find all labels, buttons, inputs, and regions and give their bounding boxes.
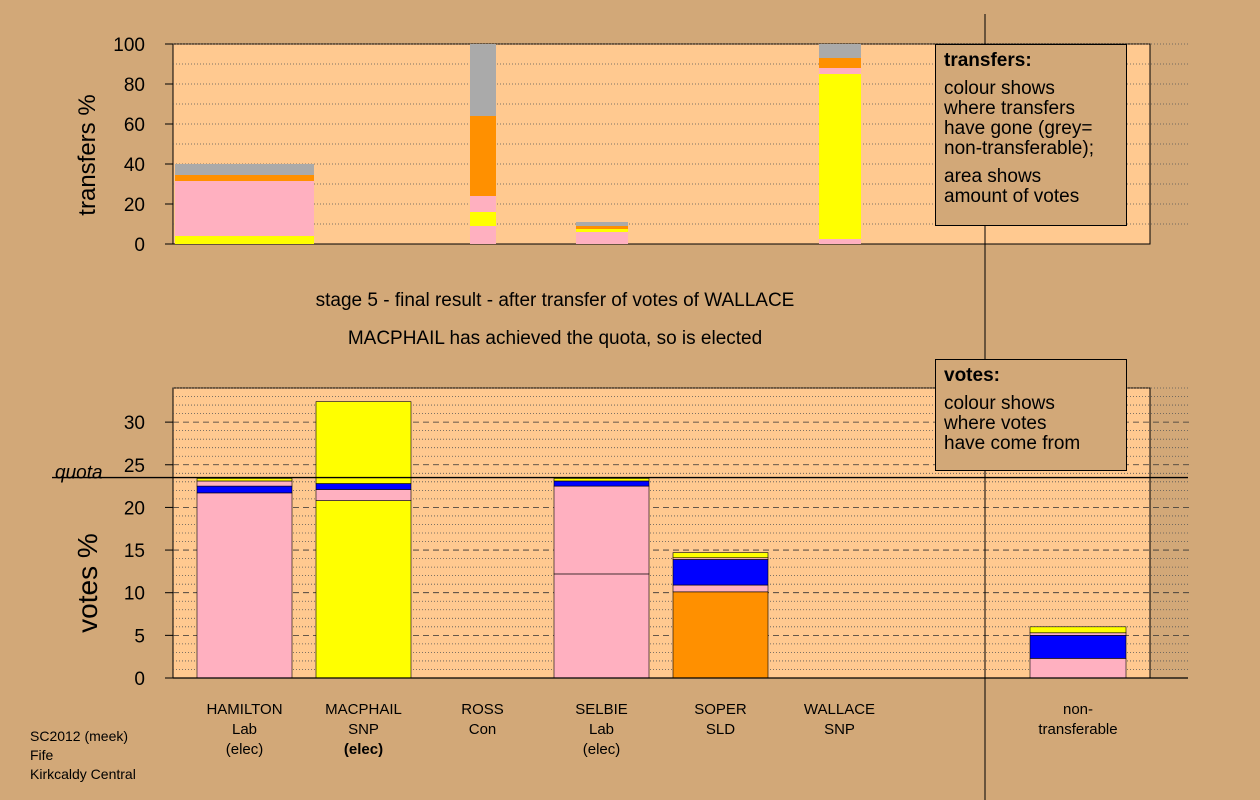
vote-segment-hamilton bbox=[196, 478, 293, 482]
transfer-segment-ross bbox=[470, 196, 496, 212]
candidate-label: SELBIE bbox=[575, 701, 628, 718]
votes-legend: votes: colour shows where votes have com… bbox=[935, 359, 1127, 471]
legend-line: colour shows bbox=[944, 78, 1055, 99]
vote-segment-non-transferable bbox=[1029, 635, 1127, 659]
candidate-label: SNP bbox=[348, 721, 379, 738]
footer-ward: Kirkcaldy Central bbox=[30, 766, 136, 782]
transfer-segment-wallace bbox=[819, 68, 861, 74]
vote-segment-macphail bbox=[315, 483, 412, 490]
candidate-label: ROSS bbox=[461, 701, 504, 718]
footer: SC2012 (meek) Fife Kirkcaldy Central bbox=[30, 727, 136, 784]
transfer-segment-ross bbox=[470, 44, 496, 116]
transfer-segment-selbie bbox=[576, 222, 628, 226]
quota-label: quota bbox=[55, 463, 103, 484]
vote-segment-non-transferable bbox=[1029, 626, 1127, 634]
vote-segment-hamilton bbox=[196, 480, 293, 487]
transfers-tick-label: 40 bbox=[124, 155, 145, 176]
transfer-segment-wallace bbox=[819, 74, 861, 239]
vote-segment-hamilton bbox=[196, 485, 293, 494]
nontransferable-label: non- bbox=[1063, 701, 1093, 718]
transfer-segment-ross bbox=[470, 226, 496, 244]
votes-tick-label: 20 bbox=[124, 498, 145, 519]
vote-segment-soper bbox=[672, 552, 769, 559]
transfer-segment-hamilton bbox=[175, 175, 314, 181]
vote-segment-macphail bbox=[315, 500, 412, 679]
vote-segment-non-transferable bbox=[1029, 632, 1127, 636]
transfer-segment-wallace bbox=[819, 58, 861, 68]
vote-segment-macphail bbox=[315, 401, 412, 484]
legend-line: where votes bbox=[944, 413, 1047, 434]
legend-line: colour shows bbox=[944, 393, 1055, 414]
candidate-label: SLD bbox=[706, 721, 735, 738]
candidate-label: WALLACE bbox=[804, 701, 875, 718]
candidate-label: SNP bbox=[824, 721, 855, 738]
votes-tick-label: 15 bbox=[124, 541, 145, 562]
vote-segment-soper bbox=[672, 584, 769, 593]
transfers-tick-label: 60 bbox=[124, 115, 145, 136]
votes-tick-label: 10 bbox=[124, 584, 145, 605]
transfer-segment-selbie bbox=[576, 229, 628, 232]
candidate-label: Lab bbox=[589, 721, 614, 738]
status-caption: MACPHAIL has achieved the quota, so is e… bbox=[347, 328, 763, 349]
vote-segment-soper bbox=[672, 559, 769, 586]
vote-segment-selbie bbox=[553, 480, 650, 487]
transfer-segment-selbie bbox=[576, 226, 628, 229]
transfers-legend-title: transfers: bbox=[944, 50, 1032, 71]
legend-line: amount of votes bbox=[944, 186, 1080, 207]
transfer-segment-hamilton bbox=[175, 164, 314, 175]
vote-segment-selbie bbox=[553, 478, 650, 482]
vote-segment-selbie bbox=[553, 573, 650, 679]
transfers-tick-label: 80 bbox=[124, 75, 145, 96]
votes-tick-label: 30 bbox=[124, 413, 145, 434]
candidate-label: (elec) bbox=[226, 741, 264, 758]
candidate-label: Con bbox=[469, 721, 497, 738]
transfers-y-axis-label: transfers % bbox=[74, 94, 101, 215]
transfer-segment-ross bbox=[470, 116, 496, 196]
footer-council: Fife bbox=[30, 747, 54, 763]
legend-line: have gone (grey= bbox=[944, 118, 1093, 139]
transfer-segment-wallace bbox=[819, 239, 861, 244]
votes-y-axis-label: votes % bbox=[72, 533, 103, 633]
transfer-segment-selbie bbox=[576, 232, 628, 244]
stage-caption: stage 5 - final result - after transfer … bbox=[315, 290, 795, 311]
footer-election: SC2012 (meek) bbox=[30, 728, 129, 744]
vote-segment-selbie bbox=[553, 485, 650, 575]
nontransferable-label: transferable bbox=[1038, 721, 1117, 738]
candidate-label: (elec) bbox=[583, 741, 621, 758]
legend-line: area shows bbox=[944, 166, 1042, 187]
transfers-legend: transfers: colour shows where transfers … bbox=[935, 44, 1127, 226]
vote-segment-non-transferable bbox=[1029, 658, 1127, 679]
vote-segment-macphail bbox=[315, 489, 412, 501]
transfers-tick-label: 20 bbox=[124, 195, 145, 216]
votes-tick-label: 0 bbox=[134, 669, 145, 690]
legend-line: non-transferable); bbox=[944, 138, 1094, 159]
vote-segment-soper bbox=[672, 591, 769, 679]
transfer-segment-hamilton bbox=[175, 236, 314, 244]
candidate-label: (elec) bbox=[344, 741, 383, 758]
candidate-label: Lab bbox=[232, 721, 257, 738]
votes-legend-title: votes: bbox=[944, 365, 1000, 386]
vote-segment-hamilton bbox=[196, 492, 293, 679]
transfer-segment-ross bbox=[470, 212, 496, 226]
legend-line: have come from bbox=[944, 433, 1081, 454]
votes-tick-label: 5 bbox=[134, 626, 145, 647]
legend-line: where transfers bbox=[944, 98, 1075, 119]
candidate-label: HAMILTON bbox=[206, 701, 282, 718]
candidate-labels: HAMILTON Lab (elec) MACPHAIL SNP (elec) ROSS Co… bbox=[206, 701, 1117, 758]
transfers-tick-label: 0 bbox=[134, 235, 145, 256]
candidate-label: MACPHAIL bbox=[325, 701, 402, 718]
transfer-segment-hamilton bbox=[175, 181, 314, 236]
candidate-label: SOPER bbox=[694, 701, 747, 718]
transfer-segment-wallace bbox=[819, 44, 861, 58]
transfers-tick-label: 100 bbox=[113, 35, 145, 56]
votes-tick-label: 25 bbox=[124, 456, 145, 477]
